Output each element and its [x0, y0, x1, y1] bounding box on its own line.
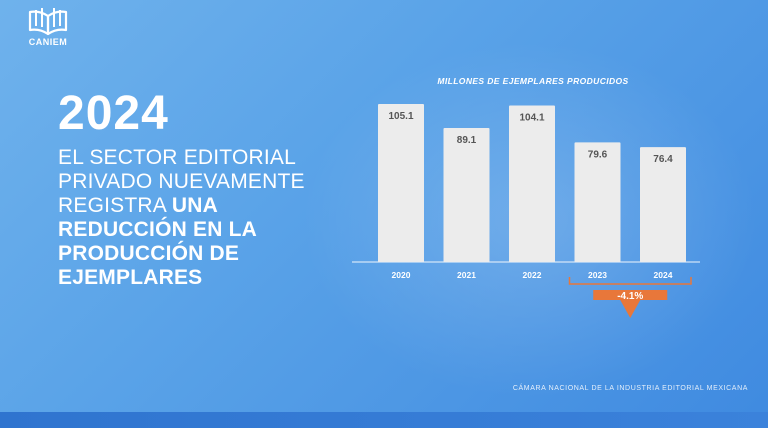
tick-label-2020: 2020 — [392, 270, 411, 280]
value-label-2023: 79.6 — [588, 149, 608, 160]
value-label-2021: 89.1 — [457, 135, 477, 146]
caniem-logo: CANIEM — [22, 6, 74, 47]
headline: 2024 EL SECTOR EDITORIAL PRIVADO NUEVAME… — [58, 88, 348, 290]
bar-2020 — [378, 104, 424, 262]
tagline-bold: UNA REDUCCIÓN EN LA PRODUCCIÓN DE EJEMPL… — [58, 194, 257, 289]
tick-label-2023: 2023 — [588, 270, 607, 280]
tick-label-2024: 2024 — [654, 270, 673, 280]
bottom-strip — [0, 412, 768, 428]
annotation-bracket — [568, 277, 692, 285]
bar-2021 — [443, 128, 490, 262]
down-arrow-icon — [593, 290, 668, 318]
headline-tagline: EL SECTOR EDITORIAL PRIVADO NUEVAMENTE R… — [58, 146, 348, 290]
open-book-icon — [28, 8, 68, 36]
value-label-2020: 105.1 — [388, 111, 413, 122]
bar-2022 — [509, 105, 555, 262]
tick-label-2021: 2021 — [457, 270, 476, 280]
footer-text: CÁMARA NACIONAL DE LA INDUSTRIA EDITORIA… — [512, 385, 748, 392]
value-label-2022: 104.1 — [519, 113, 544, 124]
tagline-regular: EL SECTOR EDITORIAL PRIVADO NUEVAMENTE R… — [58, 146, 305, 217]
headline-year: 2024 — [58, 87, 169, 140]
annotation-label: -4.1% — [617, 291, 643, 302]
tick-label-2022: 2022 — [523, 270, 542, 280]
bar-2024 — [640, 147, 686, 262]
value-label-2024: 76.4 — [653, 154, 673, 165]
logo-text: CANIEM — [28, 37, 68, 47]
chart-title: MILLONES DE EJEMPLARES PRODUCIDOS — [437, 76, 629, 86]
bar-2023 — [574, 142, 621, 262]
